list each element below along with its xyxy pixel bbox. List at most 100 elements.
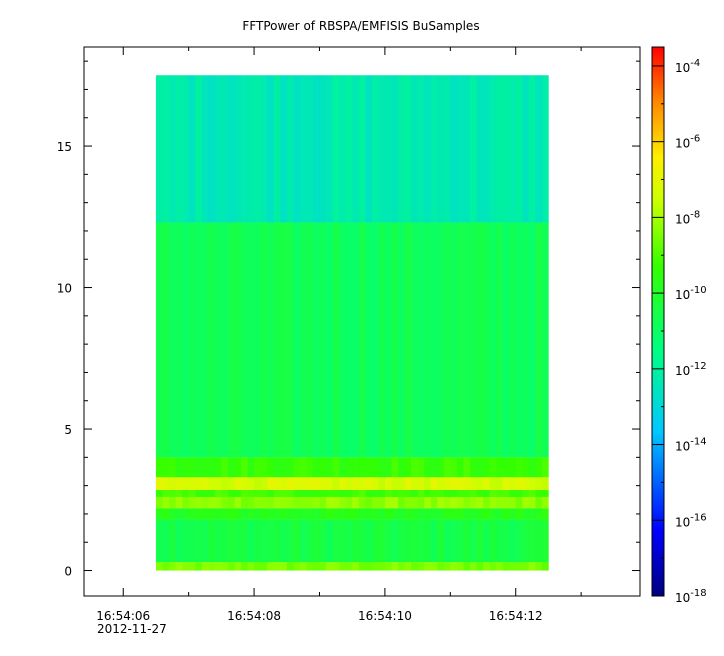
spectrogram-cell — [515, 222, 523, 458]
spectrogram-cell — [293, 477, 301, 490]
spectrogram-cell — [345, 477, 353, 490]
y-tick-label: 0 — [64, 565, 72, 579]
spectrogram-cell — [358, 457, 366, 478]
spectrogram-cell — [312, 75, 320, 223]
spectrogram-cell — [515, 508, 523, 520]
spectrogram-cell — [397, 562, 406, 571]
spectrogram-cell — [522, 496, 530, 509]
spectrogram-cell — [378, 457, 386, 478]
spectrogram-cell — [208, 222, 216, 458]
spectrogram-cell — [339, 457, 347, 478]
spectrogram-cell — [188, 75, 196, 223]
spectrogram-cell — [463, 519, 471, 563]
spectrogram-cell — [404, 508, 412, 520]
spectrogram-cell — [273, 519, 281, 563]
spectrogram-cell — [437, 222, 445, 458]
spectrogram-cell — [515, 457, 523, 478]
spectrogram-cell — [169, 457, 177, 478]
spectrogram-cell — [535, 489, 543, 497]
spectrogram-cell — [541, 508, 549, 520]
spectrogram-cell — [371, 562, 379, 571]
spectrogram-cell — [365, 477, 373, 490]
spectrogram-cell — [214, 75, 222, 223]
spectrogram-cell — [371, 519, 379, 563]
spectrogram-cell — [437, 75, 445, 223]
spectrogram-cell — [247, 75, 255, 223]
spectrogram-cell — [188, 496, 196, 509]
spectrogram-cell — [456, 496, 464, 509]
spectrogram-cell — [384, 477, 392, 490]
spectrogram-cell — [195, 496, 203, 509]
spectrogram-cell — [522, 562, 530, 571]
spectrogram-cell — [352, 457, 360, 478]
spectrogram-cell — [489, 562, 497, 571]
spectrogram-cell — [411, 496, 419, 509]
spectrogram-cell — [541, 75, 549, 223]
spectrogram-cell — [450, 457, 458, 478]
spectrogram-cell — [182, 496, 190, 509]
spectrogram-cell — [293, 519, 301, 563]
spectrogram-cell — [483, 562, 491, 571]
spectrogram-cell — [522, 508, 530, 520]
spectrogram-cell — [397, 477, 406, 490]
x-tick-label: 16:54:12 — [489, 609, 543, 623]
spectrogram-cell — [345, 496, 353, 509]
spectrogram-cell — [214, 496, 222, 509]
spectrogram-cell — [371, 222, 379, 458]
spectrogram-cell — [182, 222, 190, 458]
spectrogram-cell — [280, 75, 288, 223]
spectrogram-cell — [247, 562, 255, 571]
spectrogram-cell — [535, 519, 543, 563]
spectrogram-cell — [456, 75, 464, 223]
spectrogram-cell — [489, 489, 497, 497]
colorbar-tick-label: 10-4 — [675, 58, 700, 75]
spectrogram-cell — [293, 489, 301, 497]
spectrogram-cell — [483, 519, 491, 563]
spectrogram-cell — [319, 489, 327, 497]
spectrogram-cell — [155, 457, 163, 478]
spectrogram-cell — [535, 562, 543, 571]
spectrogram-cell — [496, 477, 504, 490]
spectrogram-cell — [175, 562, 183, 571]
spectrogram-cell — [332, 75, 340, 223]
spectrogram-cell — [417, 519, 425, 563]
colorbar-tick-label: 10-12 — [675, 361, 707, 378]
spectrogram-cell — [273, 457, 281, 478]
spectrogram-cell — [378, 562, 386, 571]
spectrogram-cell — [162, 562, 170, 571]
spectrogram-cell — [175, 519, 183, 563]
spectrogram-cell — [345, 519, 353, 563]
spectrogram-cell — [371, 457, 379, 478]
spectrogram-cell — [541, 489, 549, 497]
spectrogram-cell — [286, 477, 294, 490]
spectrogram-cell — [411, 519, 419, 563]
spectrogram-cell — [155, 519, 163, 563]
spectrogram-cell — [502, 508, 510, 520]
spectrogram-cell — [371, 496, 379, 509]
spectrogram-cell — [404, 457, 412, 478]
spectrogram-cell — [175, 496, 183, 509]
spectrogram-cell — [240, 489, 249, 497]
spectrogram-cell — [437, 489, 445, 497]
x-date-label: 2012-11-27 — [97, 622, 167, 636]
spectrogram-cell — [162, 508, 170, 520]
spectrogram-cell — [286, 75, 294, 223]
spectrogram-cell — [267, 457, 275, 478]
spectrogram-cell — [267, 496, 275, 509]
spectrogram-cell — [430, 222, 438, 458]
spectrogram-cell — [509, 519, 517, 563]
spectrogram-cell — [424, 496, 432, 509]
spectrogram-cell — [240, 222, 249, 458]
spectrogram-cell — [528, 562, 536, 571]
spectrogram-cell — [306, 519, 314, 563]
spectrogram-cell — [234, 222, 242, 458]
spectrogram-cell — [502, 477, 510, 490]
spectrogram-cell — [404, 222, 412, 458]
spectrogram-cell — [234, 496, 242, 509]
spectrogram-cell — [306, 75, 314, 223]
spectrogram-cell — [345, 508, 353, 520]
spectrogram-cell — [417, 457, 425, 478]
spectrogram-cell — [365, 222, 373, 458]
spectrogram-cell — [306, 222, 314, 458]
